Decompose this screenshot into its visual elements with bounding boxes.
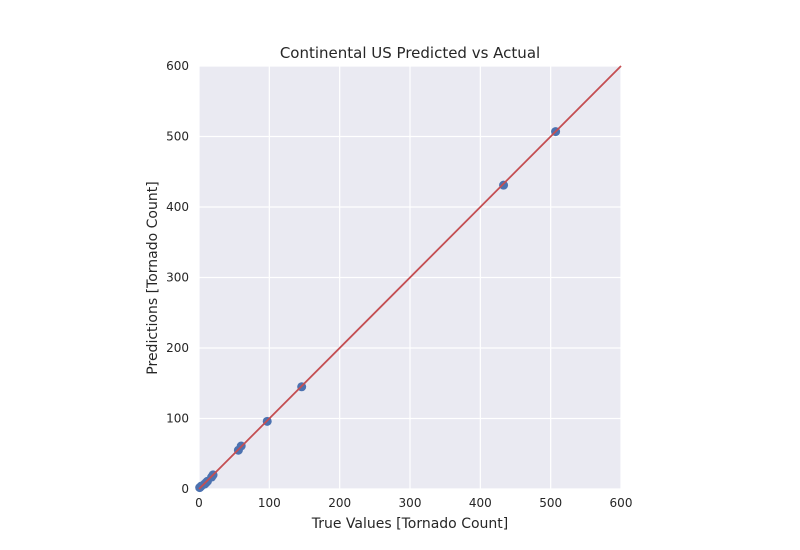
chart-title: Continental US Predicted vs Actual: [280, 44, 540, 62]
identity-line: [198, 65, 622, 490]
y-tick-label: 100: [166, 412, 189, 426]
x-tick-label: 500: [539, 496, 562, 510]
y-axis-label: Predictions [Tornado Count]: [145, 181, 161, 374]
x-tick-label: 100: [258, 496, 281, 510]
data-marks: [195, 65, 622, 493]
y-tick-label: 500: [166, 130, 189, 144]
x-tick-label: 600: [610, 496, 633, 510]
x-axis-label: True Values [Tornado Count]: [311, 516, 508, 532]
y-tick-label: 200: [166, 341, 189, 355]
y-tick-label: 0: [181, 482, 189, 496]
x-tick-label: 300: [399, 496, 422, 510]
x-axis-ticks: 0 100 200 300 400 500 600: [195, 496, 632, 510]
data-point: [499, 180, 509, 190]
x-tick-label: 400: [469, 496, 492, 510]
y-tick-label: 300: [166, 271, 189, 285]
x-tick-label: 200: [328, 496, 351, 510]
y-tick-label: 600: [166, 59, 189, 73]
y-axis-ticks: 0 100 200 300 400 500 600: [166, 59, 189, 496]
x-tick-label: 0: [195, 496, 203, 510]
y-tick-label: 400: [166, 200, 189, 214]
